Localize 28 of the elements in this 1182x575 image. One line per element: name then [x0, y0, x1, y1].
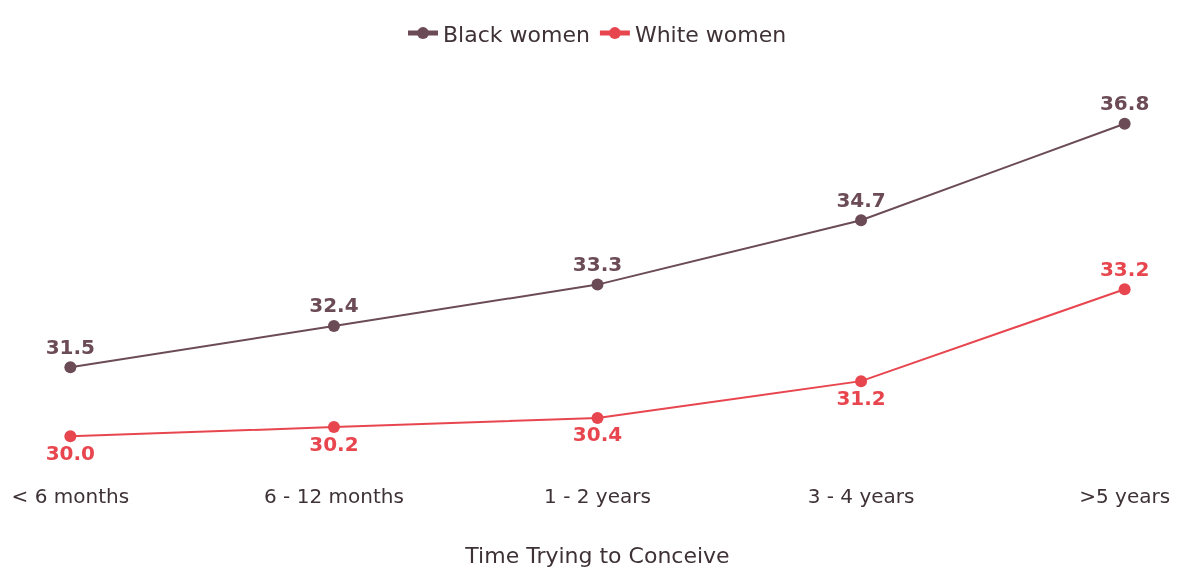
point	[855, 214, 868, 227]
point	[64, 430, 77, 443]
data-label: 30.2	[309, 431, 359, 456]
data-label: 31.5	[45, 334, 96, 359]
data-label: 36.8	[1099, 91, 1150, 116]
x-tick-label: < 6 months	[11, 484, 130, 508]
point	[64, 361, 77, 374]
x-tick-label: 1 - 2 years	[544, 484, 651, 508]
x-tick-label: 6 - 12 months	[264, 484, 404, 508]
point	[855, 375, 868, 388]
data-label: 34.7	[836, 187, 886, 212]
data-label: 33.2	[1099, 256, 1150, 281]
legend-label: Black women	[443, 21, 590, 47]
data-label: 33.3	[572, 252, 623, 277]
x-tick-label: 3 - 4 years	[807, 484, 915, 508]
data-label: 30.4	[572, 422, 623, 447]
x-tick-label: >5 years	[1079, 484, 1171, 508]
legend-label: White women	[634, 21, 787, 47]
point	[1118, 117, 1131, 130]
data-label: 32.4	[309, 293, 359, 318]
point	[327, 319, 340, 332]
point	[591, 278, 604, 291]
data-label: 31.2	[836, 385, 886, 410]
point	[1118, 283, 1131, 296]
point	[327, 421, 340, 434]
data-label: 30.0	[45, 440, 96, 465]
point	[591, 411, 604, 424]
x-axis-title: Time Trying to Conceive	[464, 542, 730, 568]
